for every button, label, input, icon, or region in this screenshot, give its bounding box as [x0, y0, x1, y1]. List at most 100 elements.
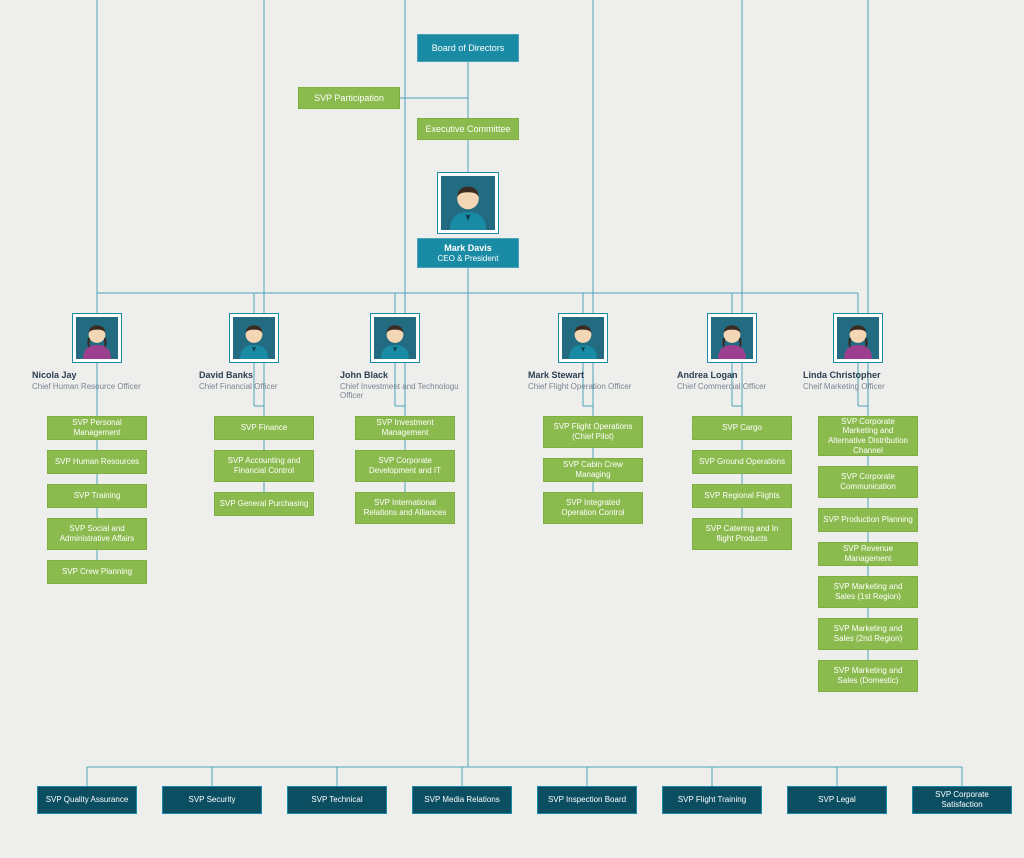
- officer-avatar: [833, 313, 883, 363]
- officer-label: John Black Chief Investment and Technolo…: [340, 370, 480, 401]
- officer-label: Linda Christopher Cheif Marketing Office…: [803, 370, 943, 391]
- svp-box: SVP Training: [47, 484, 147, 508]
- svp-box: SVP Flight Operations (Chief Pilot): [543, 416, 643, 448]
- officer-name: John Black: [340, 370, 480, 381]
- svp-label: SVP Corporate Development and IT: [360, 456, 450, 475]
- officer-label: David Banks Chief Financial Officer: [199, 370, 339, 391]
- svp-box: SVP Revenue Management: [818, 542, 918, 566]
- officer-label: Mark Stewart Chief Flight Operation Offi…: [528, 370, 668, 391]
- officer-avatar: [370, 313, 420, 363]
- svp-label: SVP Finance: [241, 423, 288, 433]
- svp-label: SVP Human Resources: [55, 457, 139, 467]
- svp-label: SVP Ground Operations: [699, 457, 785, 467]
- svp-box: SVP Accounting and Financial Control: [214, 450, 314, 482]
- bottom-svp-box: SVP Corporate Satisfaction: [912, 786, 1012, 814]
- officer-name: Andrea Logan: [677, 370, 817, 381]
- svp-label: SVP Social and Administrative Affairs: [52, 524, 142, 543]
- svp-box: SVP Regional Flights: [692, 484, 792, 508]
- bottom-svp-box: SVP Legal: [787, 786, 887, 814]
- svp-box: SVP Personal Management: [47, 416, 147, 440]
- bottom-svp-label: SVP Legal: [818, 795, 856, 805]
- board-of-directors-box: Board of Directors: [417, 34, 519, 62]
- svp-label: SVP Accounting and Financial Control: [219, 456, 309, 475]
- svp-box: SVP Corporate Development and IT: [355, 450, 455, 482]
- ceo-avatar: [437, 172, 499, 234]
- svp-box: SVP Production Planning: [818, 508, 918, 532]
- svp-box: SVP Social and Administrative Affairs: [47, 518, 147, 550]
- bottom-svp-label: SVP Inspection Board: [548, 795, 626, 805]
- bottom-svp-box: SVP Technical: [287, 786, 387, 814]
- svp-label: SVP Crew Planning: [62, 567, 132, 577]
- board-label: Board of Directors: [432, 43, 505, 54]
- officer-avatar: [558, 313, 608, 363]
- bottom-svp-label: SVP Security: [189, 795, 236, 805]
- svp-box: SVP Corporate Communication: [818, 466, 918, 498]
- officer-name: Nicola Jay: [32, 370, 172, 381]
- officer-name: David Banks: [199, 370, 339, 381]
- svp-box: SVP Corporate Marketing and Alternative …: [818, 416, 918, 456]
- officer-title: Chief Human Resource Officer: [32, 382, 172, 392]
- bottom-svp-label: SVP Technical: [311, 795, 362, 805]
- svp-label: SVP Investment Management: [360, 418, 450, 437]
- svp-box: SVP Ground Operations: [692, 450, 792, 474]
- officer-avatar: [707, 313, 757, 363]
- svp-label: SVP Integrated Operation Control: [548, 498, 638, 517]
- svp-label: SVP Catering and In flight Products: [697, 524, 787, 543]
- svp-box: SVP Marketing and Sales (2nd Region): [818, 618, 918, 650]
- svp-box: SVP Marketing and Sales (1st Region): [818, 576, 918, 608]
- svp-label: SVP Revenue Management: [823, 544, 913, 563]
- bottom-svp-label: SVP Flight Training: [678, 795, 746, 805]
- svp-label: SVP Corporate Communication: [823, 472, 913, 491]
- svp-box: SVP Crew Planning: [47, 560, 147, 584]
- svp-participation-box: SVP Participation: [298, 87, 400, 109]
- svp-box: SVP International Relations and Alliance…: [355, 492, 455, 524]
- svp-box: SVP Finance: [214, 416, 314, 440]
- bottom-svp-label: SVP Quality Assurance: [46, 795, 129, 805]
- svp-label: SVP Marketing and Sales (2nd Region): [823, 624, 913, 643]
- svp-label: SVP Marketing and Sales (Domestic): [823, 666, 913, 685]
- officer-title: Chief Investment and Technologu Officer: [340, 382, 480, 401]
- svp-label: SVP Production Planning: [823, 515, 913, 525]
- officer-title: Chief Commercial Officer: [677, 382, 817, 392]
- svp-box: SVP Marketing and Sales (Domestic): [818, 660, 918, 692]
- svp-box: SVP General Purchasing: [214, 492, 314, 516]
- svp-label: SVP Corporate Marketing and Alternative …: [823, 417, 913, 455]
- executive-committee-box: Executive Committee: [417, 118, 519, 140]
- svp-label: SVP Flight Operations (Chief Pilot): [548, 422, 638, 441]
- bottom-svp-box: SVP Flight Training: [662, 786, 762, 814]
- svp-label: SVP Training: [74, 491, 121, 501]
- svp-label: SVP General Purchasing: [220, 499, 309, 509]
- bottom-svp-label: SVP Media Relations: [424, 795, 499, 805]
- bottom-svp-label: SVP Corporate Satisfaction: [917, 790, 1007, 809]
- svp-box: SVP Cabin Crew Managing: [543, 458, 643, 482]
- ceo-label-box: Mark Davis CEO & President: [417, 238, 519, 268]
- svp-label: SVP Personal Management: [52, 418, 142, 437]
- officer-name: Linda Christopher: [803, 370, 943, 381]
- svp-box: SVP Catering and In flight Products: [692, 518, 792, 550]
- svp-label: SVP Regional Flights: [704, 491, 779, 501]
- ceo-name: Mark Davis: [444, 243, 492, 254]
- bottom-svp-box: SVP Quality Assurance: [37, 786, 137, 814]
- svp-label: SVP Cabin Crew Managing: [548, 460, 638, 479]
- svp-label: SVP International Relations and Alliance…: [360, 498, 450, 517]
- officer-label: Nicola Jay Chief Human Resource Officer: [32, 370, 172, 391]
- svp-label: SVP Marketing and Sales (1st Region): [823, 582, 913, 601]
- officer-avatar: [229, 313, 279, 363]
- bottom-svp-box: SVP Media Relations: [412, 786, 512, 814]
- svp-label: SVP Cargo: [722, 423, 762, 433]
- svp-box: SVP Cargo: [692, 416, 792, 440]
- bottom-svp-box: SVP Inspection Board: [537, 786, 637, 814]
- officer-label: Andrea Logan Chief Commercial Officer: [677, 370, 817, 391]
- svp-box: SVP Investment Management: [355, 416, 455, 440]
- officer-title: Chief Financial Officer: [199, 382, 339, 392]
- ceo-title: CEO & President: [438, 254, 499, 264]
- officer-name: Mark Stewart: [528, 370, 668, 381]
- svp-participation-label: SVP Participation: [314, 93, 384, 104]
- officer-title: Cheif Marketing Officer: [803, 382, 943, 392]
- bottom-svp-box: SVP Security: [162, 786, 262, 814]
- svp-box: SVP Human Resources: [47, 450, 147, 474]
- officer-avatar: [72, 313, 122, 363]
- officer-title: Chief Flight Operation Officer: [528, 382, 668, 392]
- exec-committee-label: Executive Committee: [425, 124, 510, 135]
- svp-box: SVP Integrated Operation Control: [543, 492, 643, 524]
